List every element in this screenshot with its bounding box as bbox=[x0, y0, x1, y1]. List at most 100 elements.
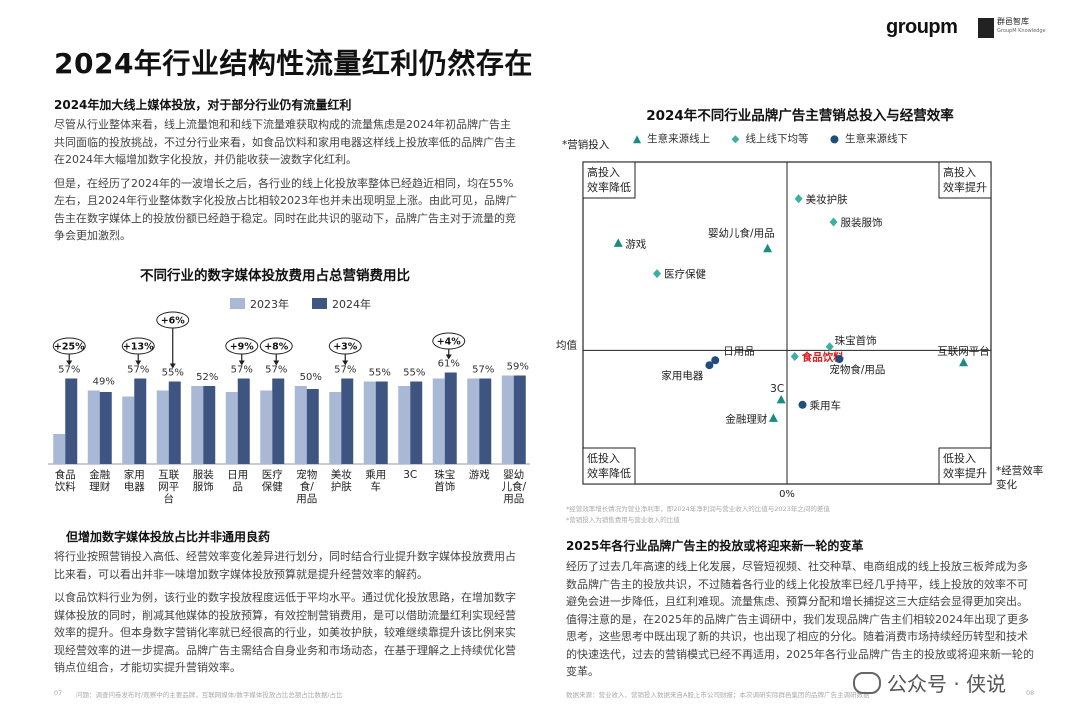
point-dot bbox=[835, 355, 844, 364]
quadrant-bl-box bbox=[582, 447, 636, 485]
qunyi-logo-icon bbox=[978, 18, 994, 38]
point-diamond bbox=[829, 217, 838, 227]
bar-category-label: 家用 bbox=[124, 468, 145, 481]
bar-category-label: 服饰 bbox=[193, 480, 214, 493]
bar-category-label: 理财 bbox=[89, 480, 110, 493]
legend-label-2024: 2024年 bbox=[332, 298, 371, 311]
legend-label-2023: 2023年 bbox=[250, 298, 289, 311]
bar-2024 bbox=[203, 386, 216, 464]
point-triangle bbox=[776, 394, 786, 404]
point-label: 医疗保健 bbox=[664, 268, 706, 281]
legend-swatch-2023 bbox=[230, 298, 245, 309]
chart-note-2: *营销投入为销售费用与营业收入的比值 bbox=[566, 516, 680, 524]
left-source-note: 问题：调查问卷发布时/观察中的主要品牌，互联网媒体/数字媒体投放占比总额占比数据… bbox=[76, 691, 343, 699]
right-heading: 2025年各行业品牌广告主的投放或将迎来新一轮的变革 bbox=[566, 539, 864, 553]
quadrant-tr-label: 高投入 bbox=[943, 165, 976, 179]
point-label: 美妆护肤 bbox=[806, 193, 848, 206]
bar-2024 bbox=[444, 372, 457, 464]
bar-2023 bbox=[53, 434, 66, 464]
bar-value-label: 57% bbox=[472, 365, 494, 376]
bar-2023 bbox=[329, 392, 342, 464]
scatter-legend: ▲ 生意来源线上 ◆ 线上线下均等 ● 生意来源线下 bbox=[633, 131, 926, 146]
axis-zero-label: 0% bbox=[779, 489, 795, 500]
bar-2023 bbox=[87, 390, 100, 464]
bar-2023 bbox=[225, 392, 238, 464]
right-source-note: 数据来源：营业收入、营销投入数据来自A股上市公司财报；本次调研实际群邑集团的品牌… bbox=[566, 691, 870, 699]
bar-chart-legend: 2023年 2024年 bbox=[230, 296, 371, 312]
bar-2024 bbox=[479, 378, 492, 464]
bar-2024 bbox=[272, 378, 285, 464]
bar-2024 bbox=[306, 389, 319, 464]
point-label: 婴幼儿食/用品 bbox=[708, 227, 775, 240]
left-para-4: 以食品饮料行业为例，该行业的数字投放程度远低于平均水平。通过优化投放思路，在增加… bbox=[54, 591, 516, 674]
dot-icon: ● bbox=[829, 133, 840, 145]
left-para-2: 但是，在经历了2024年的一波增长之后，各行业的线上化投放率整体已经趋近相同，均… bbox=[54, 176, 517, 243]
point-dot bbox=[705, 361, 714, 370]
point-triangle bbox=[959, 357, 969, 367]
bar-category-label: 宠物 bbox=[296, 468, 317, 481]
scatter-chart-title: 2024年不同行业品牌广告主营销总投入与经营效率 bbox=[646, 108, 954, 124]
bar-value-label: 52% bbox=[196, 372, 218, 383]
bar-category-label: 乘用 bbox=[365, 469, 386, 481]
bar-2023 bbox=[260, 390, 273, 464]
left-para-3: 将行业按照营销投入高低、经营效率变化差异进行划分，同时结合行业提升数字媒体投放费… bbox=[54, 550, 516, 581]
bar-category-label: 电器 bbox=[124, 480, 145, 493]
callout-label: +9% bbox=[230, 342, 255, 353]
groupm-logo: groupm bbox=[886, 16, 958, 38]
quadrant-br-label: 效率提升 bbox=[943, 466, 987, 480]
quadrant-chart: *营销投入均值0%*经营效率变化高投入效率降低高投入效率提升低投入效率降低低投入… bbox=[556, 138, 1043, 500]
bar-category-label: 儿食/ bbox=[501, 480, 526, 493]
legend-item-online: ▲ 生意来源线上 bbox=[633, 133, 711, 145]
point-diamond bbox=[794, 194, 803, 204]
point-diamond bbox=[825, 342, 834, 352]
bar-2023 bbox=[294, 386, 307, 464]
bar-value-label: 61% bbox=[438, 359, 460, 370]
bar-value-label: 55% bbox=[162, 368, 184, 379]
bar-value-label: 57% bbox=[334, 365, 356, 376]
quadrant-bl-label: 效率降低 bbox=[587, 466, 631, 480]
quadrant-bl-label: 低投入 bbox=[587, 451, 620, 465]
quadrant-tr-label: 效率提升 bbox=[943, 180, 987, 194]
qunyi-logo-subtext: GroupM Knowledge bbox=[997, 28, 1046, 34]
quadrant-tl-label: 效率降低 bbox=[587, 180, 631, 194]
bar-2023 bbox=[191, 386, 204, 464]
bar-category-label: 医疗 bbox=[262, 468, 283, 481]
point-label: 珠宝首饰 bbox=[835, 334, 877, 347]
point-label: 服装服饰 bbox=[841, 216, 883, 229]
point-diamond bbox=[790, 352, 799, 362]
quadrant-br-label: 低投入 bbox=[943, 451, 976, 465]
callout-label: +25% bbox=[54, 342, 85, 353]
bar-2023 bbox=[467, 378, 480, 464]
y-axis-label: *营销投入 bbox=[562, 138, 610, 151]
callout-label: +6% bbox=[161, 316, 186, 327]
bar-category-label: 日用 bbox=[227, 469, 248, 481]
bar-2024 bbox=[341, 378, 354, 464]
qunyi-logo-text: 群邑智库 bbox=[997, 17, 1029, 26]
bar-category-label: 用品 bbox=[296, 493, 317, 505]
bar-category-label: 护肤 bbox=[331, 480, 352, 493]
bar-category-label: 保健 bbox=[262, 480, 283, 493]
left-heading-1: 2024年加大线上媒体投放，对于部分行业仍有流量红利 bbox=[54, 98, 352, 112]
bar-category-label: 珠宝 bbox=[434, 468, 455, 481]
callout-arrowhead bbox=[445, 354, 452, 360]
bar-category-label: 品 bbox=[233, 481, 244, 493]
bar-category-label: 食/ bbox=[300, 480, 314, 493]
bar-category-label: 网平 bbox=[158, 481, 179, 493]
bar-category-label: 3C bbox=[403, 469, 417, 481]
bar-category-label: 美妆 bbox=[331, 468, 352, 481]
callout-label: +13% bbox=[123, 342, 154, 353]
bar-2024 bbox=[513, 375, 526, 464]
point-label: 宠物食/用品 bbox=[829, 363, 885, 376]
wechat-icon bbox=[853, 672, 881, 694]
bar-2024 bbox=[134, 378, 147, 464]
quadrant-tr-box bbox=[938, 161, 992, 199]
bar-2024 bbox=[99, 392, 112, 464]
point-triangle bbox=[613, 238, 623, 247]
point-triangle bbox=[768, 413, 778, 422]
quadrant-tl-box bbox=[582, 161, 636, 199]
axis-mid-label: 均值 bbox=[556, 338, 577, 351]
brand-logos: groupm 群邑智库 GroupM Knowledge bbox=[880, 14, 1070, 44]
legend-item-equal: ◆ 线上线下均等 bbox=[731, 133, 809, 145]
right-page-number: 08 bbox=[1026, 689, 1035, 697]
point-dot bbox=[798, 400, 807, 409]
